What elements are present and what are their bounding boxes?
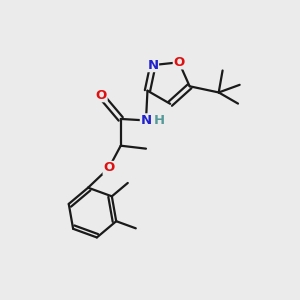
Text: H: H <box>154 114 165 127</box>
Text: O: O <box>173 56 184 69</box>
Text: N: N <box>140 114 152 127</box>
Text: O: O <box>103 161 115 175</box>
Text: O: O <box>96 89 107 102</box>
Text: N: N <box>147 58 158 72</box>
